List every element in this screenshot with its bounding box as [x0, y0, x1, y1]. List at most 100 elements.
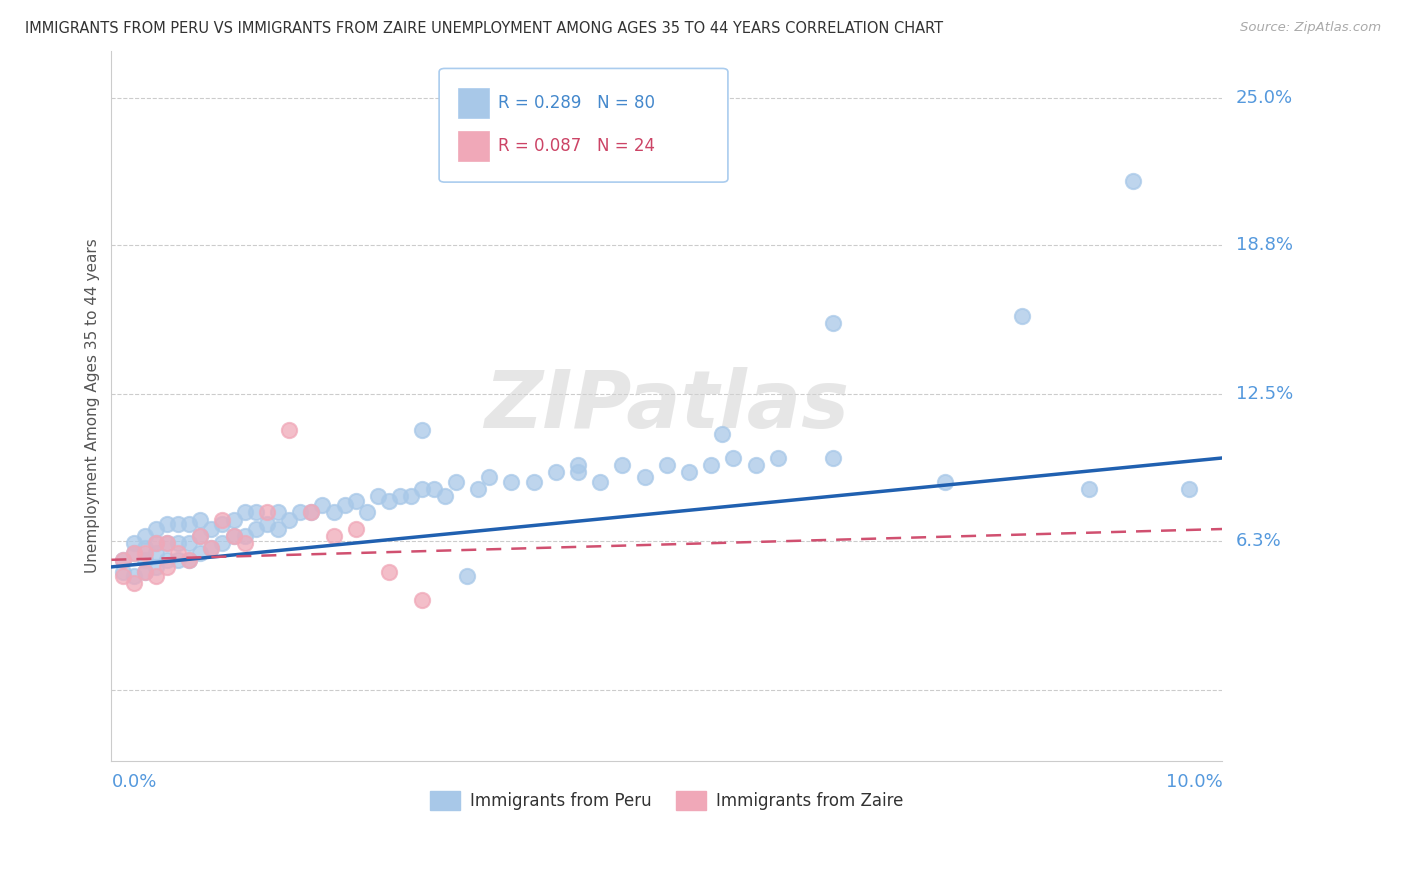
Text: 6.3%: 6.3%	[1236, 532, 1281, 549]
Point	[333, 499, 356, 513]
Point	[278, 423, 301, 437]
Point	[122, 576, 145, 591]
Point	[1011, 309, 1033, 323]
Point	[478, 470, 501, 484]
Point	[934, 475, 956, 489]
Point	[744, 458, 766, 472]
Point	[589, 475, 612, 489]
Point	[145, 569, 167, 583]
Point	[567, 465, 589, 479]
Point	[299, 505, 322, 519]
Point	[188, 512, 211, 526]
Point	[122, 569, 145, 583]
Point	[200, 541, 222, 555]
Point	[200, 541, 222, 555]
Point	[145, 536, 167, 550]
Point	[156, 517, 179, 532]
Point	[344, 493, 367, 508]
Point	[612, 458, 634, 472]
Point	[322, 529, 344, 543]
Point	[233, 529, 256, 543]
Point	[145, 522, 167, 536]
Point	[211, 512, 233, 526]
Text: R = 0.289   N = 80: R = 0.289 N = 80	[498, 95, 655, 112]
Point	[1178, 482, 1201, 496]
Point	[145, 546, 167, 560]
Point	[245, 505, 267, 519]
Point	[222, 512, 245, 526]
Text: IMMIGRANTS FROM PERU VS IMMIGRANTS FROM ZAIRE UNEMPLOYMENT AMONG AGES 35 TO 44 Y: IMMIGRANTS FROM PERU VS IMMIGRANTS FROM …	[25, 21, 943, 36]
Point	[156, 560, 179, 574]
Point	[211, 536, 233, 550]
Point	[188, 546, 211, 560]
Point	[156, 553, 179, 567]
Point	[411, 482, 433, 496]
Point	[145, 560, 167, 574]
Y-axis label: Unemployment Among Ages 35 to 44 years: Unemployment Among Ages 35 to 44 years	[86, 238, 100, 574]
Text: ZIPatlas: ZIPatlas	[484, 367, 849, 445]
Point	[378, 493, 401, 508]
Point	[188, 529, 211, 543]
Legend: Immigrants from Peru, Immigrants from Zaire: Immigrants from Peru, Immigrants from Za…	[423, 785, 911, 817]
Point	[1078, 482, 1101, 496]
Point	[233, 505, 256, 519]
Point	[211, 517, 233, 532]
Point	[299, 505, 322, 519]
Point	[256, 517, 278, 532]
Point	[222, 529, 245, 543]
Point	[134, 546, 156, 560]
Point	[111, 569, 134, 583]
Point	[188, 529, 211, 543]
Text: R = 0.087   N = 24: R = 0.087 N = 24	[498, 136, 655, 155]
Point	[122, 546, 145, 560]
Point	[723, 450, 745, 465]
Point	[122, 536, 145, 550]
Point	[245, 522, 267, 536]
Point	[367, 489, 389, 503]
Point	[501, 475, 523, 489]
Bar	[458, 88, 489, 118]
Point	[1122, 174, 1144, 188]
Point	[111, 553, 134, 567]
Text: Source: ZipAtlas.com: Source: ZipAtlas.com	[1240, 21, 1381, 34]
Point	[522, 475, 544, 489]
Point	[422, 482, 444, 496]
Bar	[458, 131, 489, 161]
Point	[322, 505, 344, 519]
Point	[167, 536, 190, 550]
Point	[823, 316, 845, 330]
Text: 25.0%: 25.0%	[1236, 89, 1292, 107]
Point	[655, 458, 678, 472]
Point	[444, 475, 467, 489]
Point	[179, 517, 201, 532]
Point	[200, 522, 222, 536]
Point	[766, 450, 789, 465]
Point	[411, 593, 433, 607]
Point	[344, 522, 367, 536]
Point	[179, 536, 201, 550]
Point	[456, 569, 478, 583]
Point	[145, 536, 167, 550]
Point	[167, 553, 190, 567]
Point	[678, 465, 700, 479]
Point	[544, 465, 567, 479]
Point	[711, 427, 734, 442]
Point	[134, 529, 156, 543]
Text: 10.0%: 10.0%	[1166, 772, 1222, 791]
Point	[134, 541, 156, 555]
Point	[378, 565, 401, 579]
Point	[356, 505, 378, 519]
FancyBboxPatch shape	[439, 69, 728, 182]
Point	[167, 546, 190, 560]
Text: 0.0%: 0.0%	[111, 772, 157, 791]
Point	[389, 489, 412, 503]
Point	[111, 553, 134, 567]
Point	[278, 512, 301, 526]
Point	[633, 470, 655, 484]
Point	[167, 517, 190, 532]
Point	[823, 450, 845, 465]
Point	[134, 553, 156, 567]
Point	[700, 458, 723, 472]
Point	[122, 546, 145, 560]
Point	[567, 458, 589, 472]
